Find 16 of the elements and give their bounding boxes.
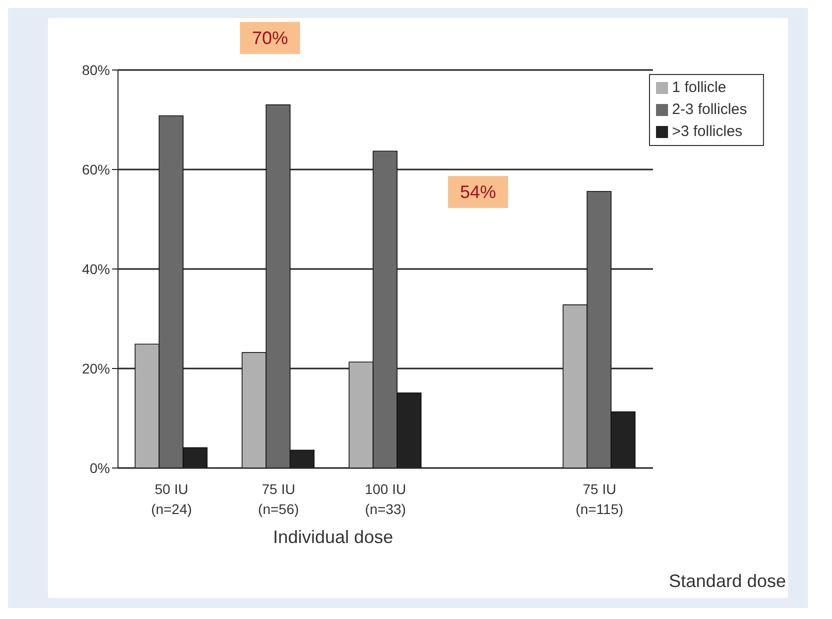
y-tick-label: 0% [90, 460, 110, 476]
legend-label: 2-3 follicles [672, 101, 747, 118]
x-tick-label: 50 IU (n=24) [151, 481, 192, 517]
x-tick-label: 100 IU (n=33) [364, 481, 406, 517]
text: Standard dose [668, 571, 786, 592]
x-axis-title: Individual dose [273, 527, 394, 547]
y-tick-label: 60% [82, 161, 110, 178]
legend-label: >3 follicles [672, 123, 742, 140]
y-tick-label: 20% [82, 360, 110, 376]
text: 70% [240, 22, 300, 54]
y-tick-label: 40% [82, 260, 110, 277]
annotation: 54% [448, 176, 508, 208]
legend-label: 1 follicle [672, 79, 726, 96]
y-tick-label: 80% [82, 62, 110, 78]
x-tick-label: 75 IU (n=56) [258, 481, 299, 517]
x-tick-label: 75 IU (n=115) [576, 481, 624, 517]
